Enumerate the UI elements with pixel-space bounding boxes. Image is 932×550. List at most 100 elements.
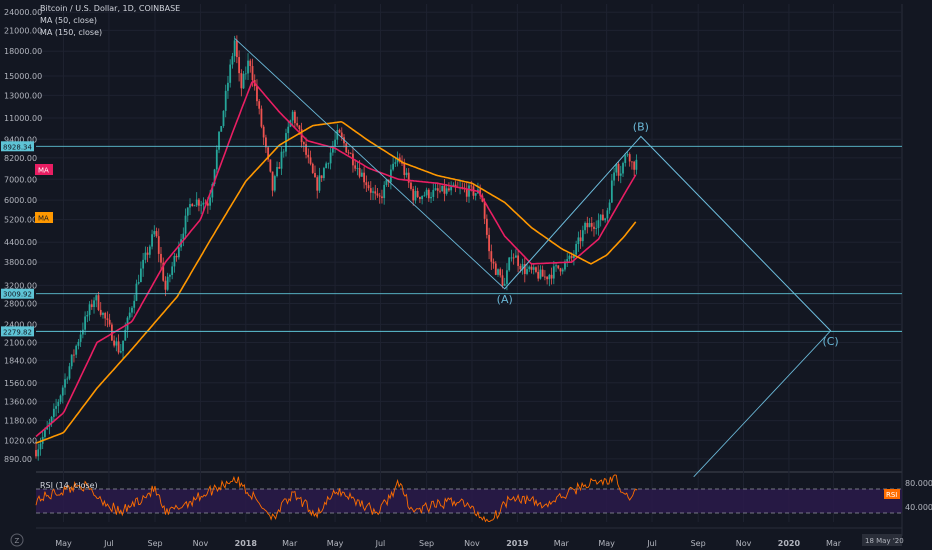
price-tick-label: 2100.00: [4, 339, 37, 348]
candle-body: [75, 345, 78, 355]
candle-body: [403, 163, 406, 176]
candle-body: [613, 172, 615, 181]
level-tag: [1, 288, 34, 299]
candle-body: [122, 340, 124, 352]
time-tick-label: Mar: [826, 539, 842, 548]
candle-body: [608, 202, 611, 211]
candle-body: [264, 137, 267, 148]
candle-body: [512, 257, 515, 259]
candle-body: [474, 193, 477, 196]
candle-body: [483, 201, 486, 219]
candle-body: [445, 188, 448, 194]
candle-body: [581, 230, 584, 242]
candle-body: [52, 408, 55, 417]
svg-text:18 May '20: 18 May '20: [865, 537, 904, 545]
candle-body: [106, 318, 109, 320]
candle-body: [626, 154, 629, 156]
candle-body: [492, 261, 495, 264]
current-date-tag: 18 May '20: [862, 534, 904, 546]
candle-body: [468, 185, 470, 197]
candle-body: [336, 129, 339, 140]
candle-body: [501, 275, 504, 286]
level-tag-label: 3009.92: [3, 291, 32, 299]
candle-body: [398, 157, 401, 162]
candle-body: [633, 161, 636, 170]
rsi-tick-label: 40.0000: [905, 503, 932, 512]
candle-body: [383, 184, 386, 199]
candle-body: [347, 152, 350, 154]
candle-body: [514, 255, 517, 258]
time-tick-label: Jul: [375, 539, 386, 548]
candle-body: [622, 162, 624, 174]
candle-body: [177, 247, 180, 258]
candle-body: [46, 426, 49, 430]
candle-body: [55, 406, 57, 409]
candle-body: [240, 73, 243, 89]
candle-body: [372, 191, 374, 193]
candle-body: [249, 60, 252, 67]
price-tick-label: 11000.00: [4, 114, 42, 123]
candle-body: [117, 341, 120, 353]
candle-body: [61, 387, 64, 396]
candle-body: [430, 196, 432, 199]
candle-body: [552, 266, 555, 279]
candle-body: [133, 300, 136, 308]
candle-body: [166, 276, 169, 290]
candle-body: [539, 269, 542, 279]
wave-label: (B): [633, 120, 649, 133]
candle-body: [258, 101, 261, 109]
candle-body: [331, 146, 334, 153]
candle-body: [220, 126, 223, 132]
wave-channel: [504, 135, 832, 478]
candle-body: [432, 189, 435, 197]
candle-body: [151, 234, 153, 247]
candle-body: [374, 191, 377, 194]
candle-body: [604, 218, 607, 221]
price-tick-label: 13000.00: [4, 91, 42, 100]
candle-body: [186, 207, 189, 216]
time-tick-label: Sep: [691, 539, 706, 548]
rsi-tick-label: 80.0000: [905, 479, 932, 488]
candle-body: [521, 264, 524, 270]
candle-body: [291, 111, 294, 121]
candle-body: [262, 126, 265, 138]
horizontal-levels: [36, 145, 902, 332]
candle-body: [595, 228, 598, 229]
candle-body: [624, 155, 627, 163]
ma150-legend[interactable]: MA (150, close): [40, 28, 102, 37]
candle-body: [503, 283, 506, 286]
timezone-button[interactable]: Z: [10, 533, 24, 547]
candle-body: [615, 164, 618, 173]
candle-body: [267, 147, 270, 160]
candle-body: [394, 162, 397, 164]
time-axis[interactable]: May Jul Sep Nov 2018 Mar May Jul Sep Nov 2019 Mar Ma…: [55, 539, 842, 548]
candle-body: [381, 196, 383, 199]
candle-body: [635, 159, 638, 170]
candle-body: [334, 139, 336, 147]
candle-body: [218, 131, 220, 150]
candle-body: [385, 179, 388, 185]
candle-body: [44, 429, 46, 437]
candle-body: [340, 132, 343, 138]
candle-body: [530, 266, 533, 270]
candle-body: [104, 312, 107, 319]
candle-body: [532, 267, 535, 270]
rsi-legend[interactable]: RSI (14, close): [40, 481, 98, 490]
candle-body: [296, 123, 299, 126]
candle-body: [162, 262, 165, 281]
candle-body: [193, 205, 196, 207]
rsi-line: [35, 474, 638, 523]
price-axis[interactable]: 890.00 1020.00 1180.00 1360.00 1560.00 1840.0…: [4, 8, 932, 512]
candle-body: [465, 188, 468, 197]
candle-body: [148, 246, 151, 255]
candle-body: [244, 73, 247, 75]
ma50-legend[interactable]: MA (50, close): [40, 16, 97, 25]
candle-body: [278, 167, 281, 169]
candle-body: [251, 66, 254, 81]
time-tick-label: Mar: [282, 539, 298, 548]
candle-body: [436, 188, 439, 191]
candle-body: [95, 295, 98, 301]
candle-body: [523, 264, 526, 274]
